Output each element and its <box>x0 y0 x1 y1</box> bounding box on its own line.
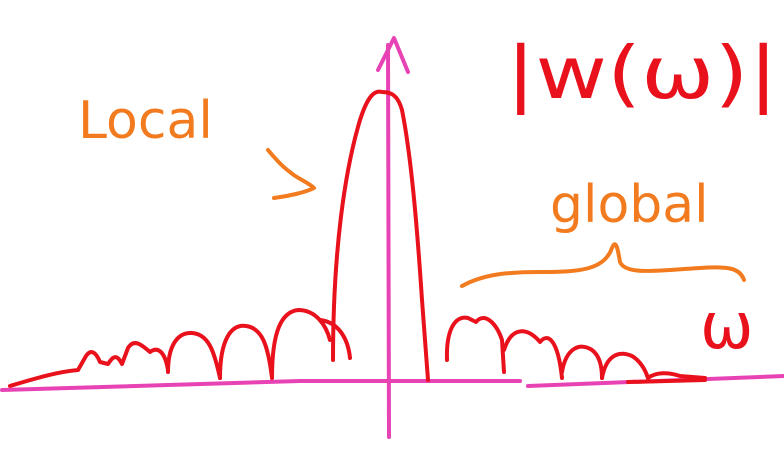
local-arrow <box>266 148 316 200</box>
right-side-lobe <box>502 329 564 380</box>
right-side-lobe <box>444 315 506 374</box>
right-side-lobe <box>600 351 650 380</box>
axis-arrowhead <box>376 36 410 74</box>
left-side-lobe <box>218 323 274 380</box>
left-side-lobe <box>270 308 332 380</box>
local-label: Local <box>78 91 213 151</box>
left-side-lobe <box>166 331 222 380</box>
global-brace <box>460 242 746 288</box>
right-side-lobe <box>560 344 604 380</box>
main-lobe <box>331 89 430 382</box>
right-side-lobe <box>626 371 707 384</box>
left-side-lobes-small <box>8 341 170 388</box>
vertical-axis <box>386 43 391 439</box>
axis-label: ω <box>700 290 754 364</box>
left-side-lobe <box>318 318 352 360</box>
magnitude-label: |w(ω)| <box>506 31 778 116</box>
global-label: global <box>550 175 709 235</box>
